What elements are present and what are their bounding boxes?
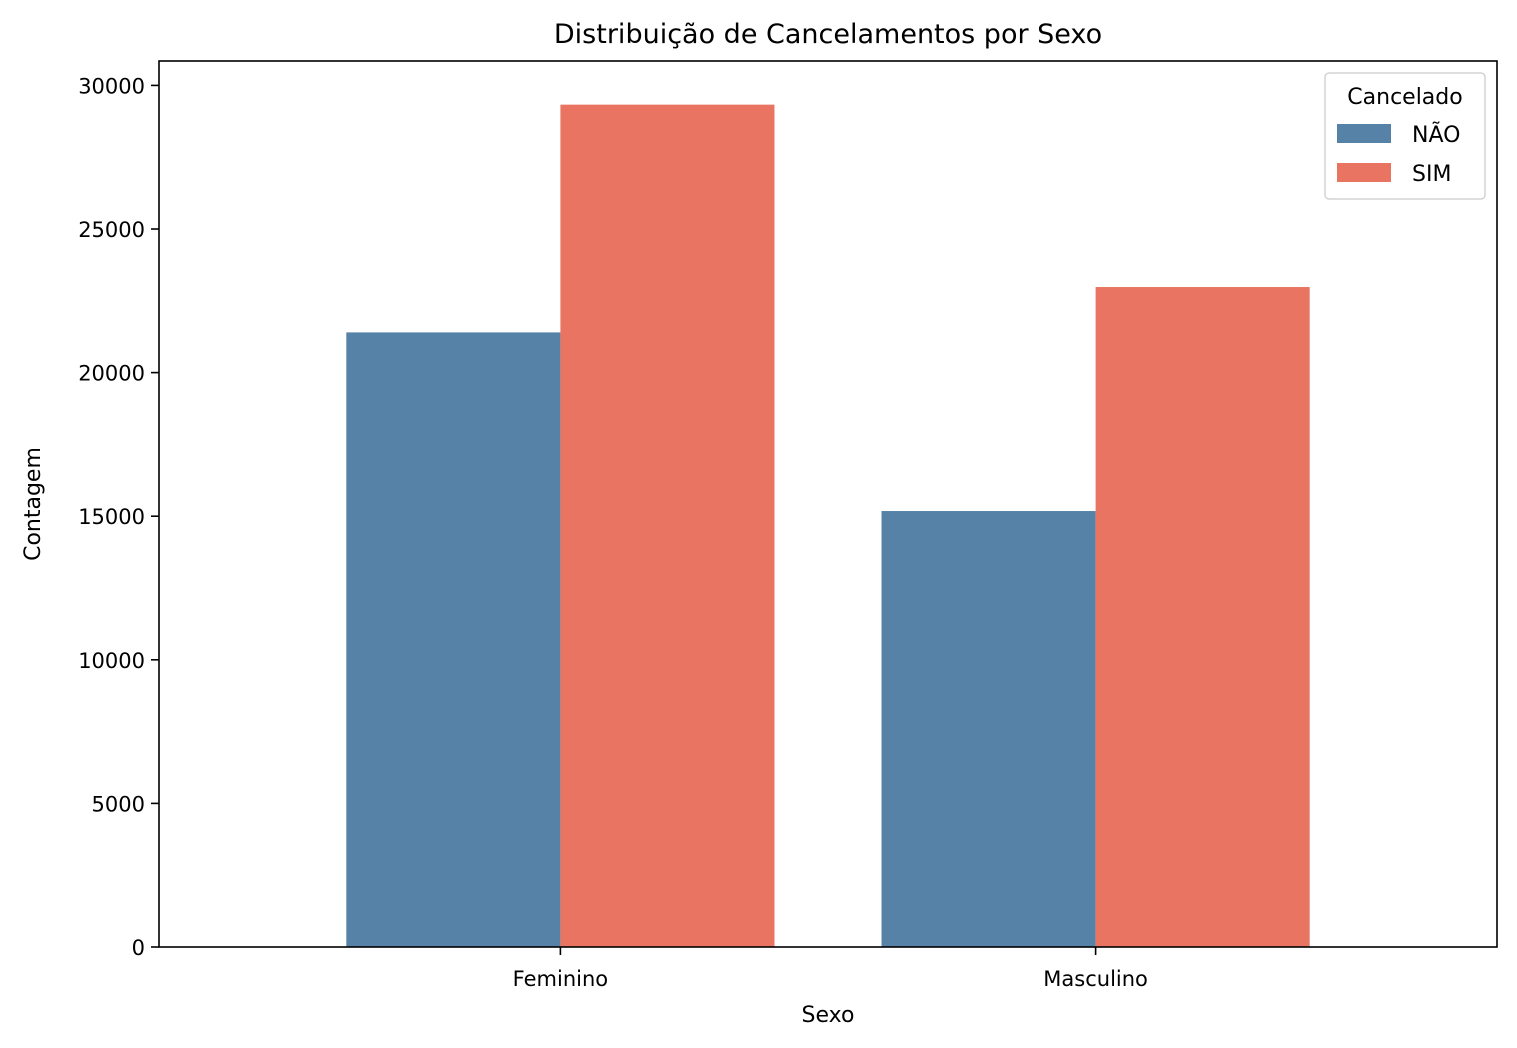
y-tick-label: 20000 bbox=[78, 362, 145, 386]
legend-label: SIM bbox=[1412, 162, 1451, 187]
y-axis-label: Contagem bbox=[21, 447, 46, 561]
bar-masculino-0 bbox=[881, 511, 1096, 947]
x-axis-label: Sexo bbox=[802, 1003, 855, 1028]
y-tick-label: 25000 bbox=[78, 218, 145, 242]
x-tick-label: Feminino bbox=[513, 967, 608, 991]
y-tick-label: 10000 bbox=[78, 649, 145, 673]
legend-swatch bbox=[1337, 163, 1391, 182]
x-tick-label: Masculino bbox=[1043, 967, 1148, 991]
bar-masculino-1 bbox=[1095, 287, 1310, 948]
y-tick-label: 0 bbox=[132, 936, 145, 960]
bars-group bbox=[346, 104, 1310, 948]
plot-frame bbox=[158, 60, 1498, 948]
y-axis: 0 5000 10000 15000 20000 25000 30000 bbox=[78, 74, 159, 960]
x-axis: Feminino Masculino bbox=[513, 947, 1148, 991]
y-tick-label: 30000 bbox=[78, 74, 145, 98]
legend-swatch bbox=[1337, 124, 1391, 143]
legend: Cancelado NÃO SIM bbox=[1324, 72, 1486, 200]
chart-title: Distribuição de Cancelamentos por Sexo bbox=[554, 19, 1102, 50]
legend-title: Cancelado bbox=[1347, 85, 1462, 110]
bar-feminino-0 bbox=[346, 332, 561, 947]
bar-feminino-1 bbox=[560, 104, 775, 947]
y-tick-label: 5000 bbox=[92, 792, 145, 816]
y-tick-label: 15000 bbox=[78, 505, 145, 529]
legend-label: NÃO bbox=[1412, 121, 1460, 148]
